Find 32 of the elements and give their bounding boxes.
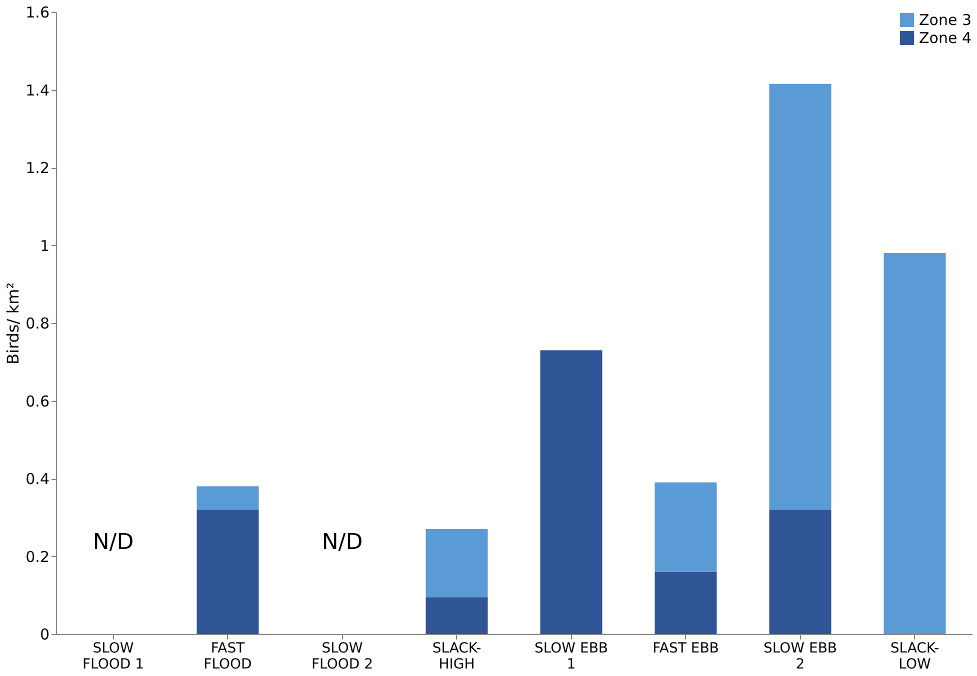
x-tick-label: FAST EBB	[652, 640, 719, 656]
bar	[426, 597, 488, 634]
y-tick-label: 0.2	[26, 548, 50, 566]
bar	[654, 572, 717, 634]
y-tick-label: 1.4	[26, 81, 50, 100]
bar	[654, 482, 717, 572]
x-tick-label: FAST FLOOD	[204, 640, 252, 672]
bar	[769, 510, 832, 634]
bar	[884, 253, 946, 634]
bar	[769, 84, 832, 510]
y-tick-label: 1.6	[26, 4, 50, 22]
legend-label: Zone 4	[919, 29, 972, 47]
x-tick-label: SLACK- HIGH	[432, 640, 482, 672]
legend-label: Zone 3	[919, 11, 972, 29]
y-tick-label: 0	[40, 626, 50, 644]
annotation: N/D	[92, 530, 134, 555]
y-tick-label: 1.2	[26, 159, 50, 177]
y-tick-label: 0.6	[26, 392, 50, 410]
x-tick-label: SLOW EBB 2	[763, 640, 838, 672]
y-tick-label: 0.8	[26, 314, 50, 332]
bar	[426, 529, 488, 598]
bar	[196, 510, 259, 634]
x-tick-label: SLOW FLOOD 1	[82, 640, 144, 672]
x-tick-label: SLACK- LOW	[890, 640, 940, 672]
annotation: N/D	[322, 530, 363, 555]
y-tick-label: 0.4	[26, 470, 50, 488]
y-axis-title: Birds/ km²	[4, 282, 23, 364]
x-tick-label: SLOW FLOOD 2	[311, 640, 374, 672]
y-tick-label: 1	[40, 236, 50, 255]
x-tick-label: SLOW EBB 1	[534, 640, 608, 672]
bar	[540, 350, 602, 634]
bar	[196, 486, 259, 510]
